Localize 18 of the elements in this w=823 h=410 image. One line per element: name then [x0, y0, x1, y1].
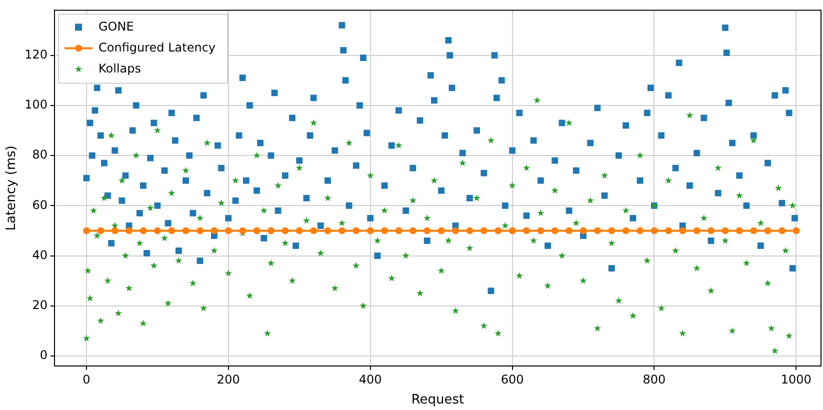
- y-tick-label: 120: [24, 47, 48, 62]
- y-axis-title: Latency (ms): [4, 146, 20, 231]
- x-tick-label: 800: [642, 372, 666, 386]
- x-tick-label: 200: [216, 372, 240, 386]
- legend-label: Configured Latency: [98, 40, 216, 54]
- y-tick-label: 80: [32, 148, 48, 162]
- x-tick-label: 1000: [780, 372, 812, 386]
- x-tick-label: 400: [358, 372, 382, 386]
- y-tick-label: 60: [32, 198, 48, 212]
- y-tick-label: 100: [24, 98, 48, 112]
- legend-label: Kollaps: [98, 61, 142, 76]
- x-tick-label: 0: [82, 372, 90, 386]
- legend-label: GONE: [98, 19, 134, 34]
- y-tick-label: 20: [32, 298, 48, 312]
- y-tick-label: 40: [32, 248, 48, 262]
- x-tick-label: 600: [500, 372, 524, 386]
- x-axis-title: Request: [411, 392, 464, 408]
- y-tick-label: 0: [40, 348, 48, 362]
